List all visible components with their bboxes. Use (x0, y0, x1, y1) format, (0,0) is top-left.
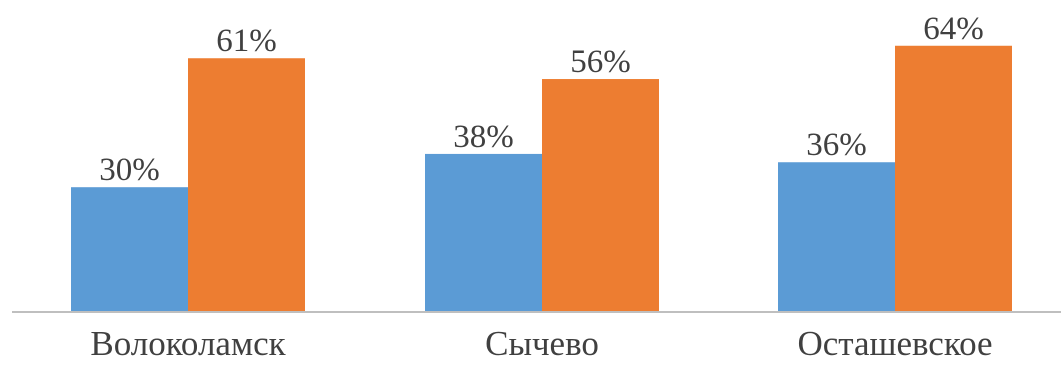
data-label-2-series-1: 64% (923, 11, 984, 47)
category-label-1: Сычево (485, 324, 599, 363)
data-label-0-series-1: 61% (216, 23, 277, 59)
category-labels-group: Волоколамск Сычево Осташевское (90, 324, 992, 363)
data-label-0-series-0: 30% (99, 152, 160, 188)
category-label-2: Осташевское (797, 324, 992, 363)
bars-group (71, 45, 1012, 312)
category-label-0: Волоколамск (90, 324, 286, 363)
data-label-1-series-0: 38% (453, 119, 514, 155)
value-labels-group: 30% 61% 38% 56% 36% 64% (99, 11, 984, 188)
data-label-1-series-1: 56% (570, 44, 631, 80)
bar-0-series-0 (71, 187, 188, 312)
bar-2-series-1 (895, 45, 1012, 312)
data-label-2-series-0: 36% (806, 127, 867, 163)
bar-0-series-1 (188, 58, 305, 312)
bar-1-series-0 (425, 153, 542, 312)
bar-2-series-0 (778, 162, 895, 312)
bar-1-series-1 (542, 79, 659, 312)
